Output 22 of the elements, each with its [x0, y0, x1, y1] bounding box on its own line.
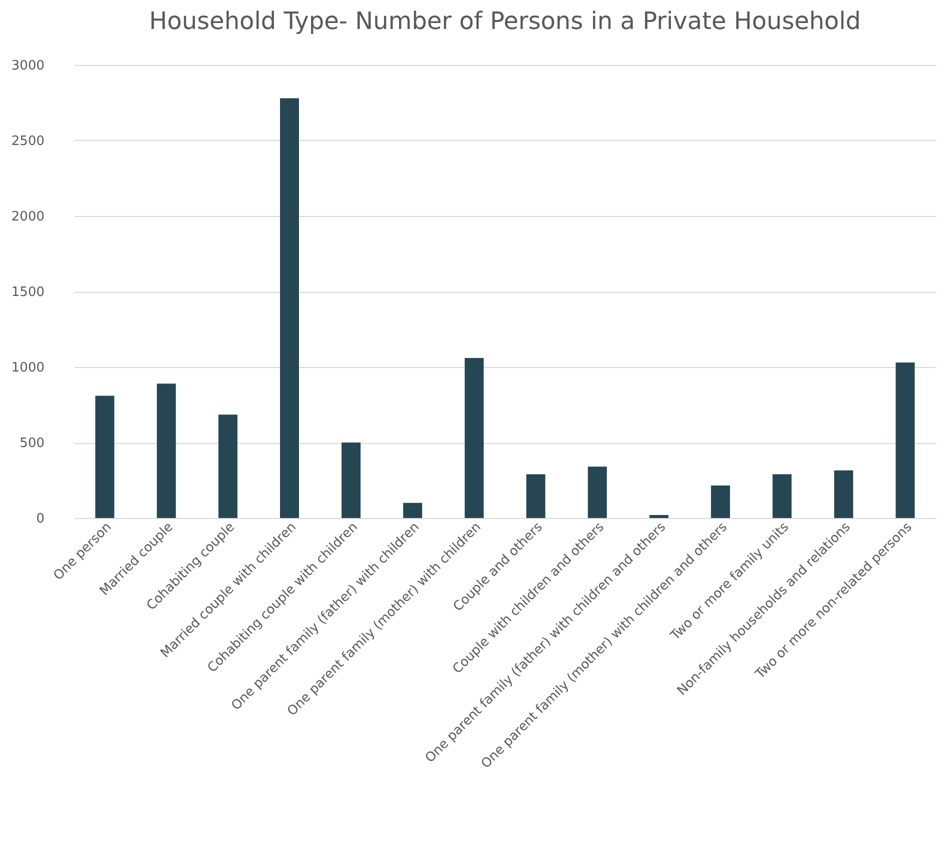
y-tick-label: 3000 — [11, 58, 44, 74]
bar — [342, 442, 361, 518]
bar — [464, 358, 484, 518]
bar — [95, 396, 114, 518]
bar — [526, 474, 546, 518]
bar — [834, 470, 854, 518]
bar — [772, 474, 792, 518]
y-tick-label: 0 — [36, 512, 44, 526]
bar — [280, 98, 299, 518]
y-tick-label: 1500 — [11, 285, 44, 300]
bar — [218, 414, 238, 518]
y-tick-label: 2500 — [11, 134, 44, 149]
bar — [156, 384, 176, 518]
bar — [649, 514, 668, 518]
bar — [896, 362, 915, 518]
bar — [711, 486, 730, 518]
y-tick-label: 1000 — [11, 360, 44, 376]
chart-title: Household Type- Number of Persons in a Private Household — [149, 7, 861, 35]
y-tick-label: 500 — [20, 436, 44, 451]
bar — [403, 502, 422, 518]
bar — [588, 466, 607, 518]
y-tick-label: 2000 — [11, 210, 44, 224]
